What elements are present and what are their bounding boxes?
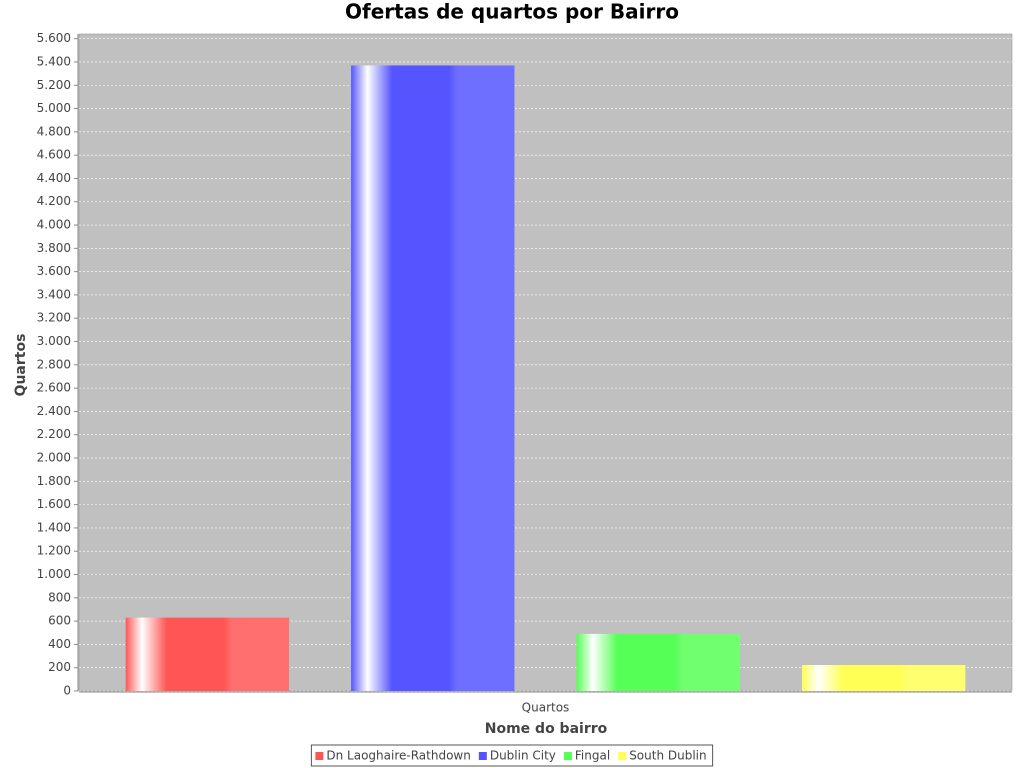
y-tick-label: 5.200	[37, 78, 71, 92]
chart-title: Ofertas de quartos por Bairro	[345, 0, 679, 24]
bar	[125, 617, 290, 691]
legend-label: Dublin City	[490, 749, 556, 763]
y-tick-label: 1.600	[37, 497, 71, 511]
y-tick-label: 3.000	[37, 334, 71, 348]
y-tick-label: 600	[48, 614, 71, 628]
legend: Dn Laoghaire-Rathdown Dublin City Fingal So…	[310, 744, 714, 767]
y-tick-label: 3.200	[37, 311, 71, 325]
legend-label: Fingal	[575, 749, 610, 763]
y-tick-label: 200	[48, 660, 71, 674]
y-tick-label: 4.800	[37, 124, 71, 138]
y-tick-label: 3.400	[37, 287, 71, 301]
y-tick-label: 800	[48, 590, 71, 604]
legend-swatch	[618, 752, 627, 760]
y-tick-label: 4.200	[37, 194, 71, 208]
y-tick-label: 3.800	[37, 241, 71, 255]
y-tick-label: 5.000	[37, 101, 71, 115]
y-axis-label: Quartos	[13, 334, 29, 397]
plot-area	[78, 33, 1013, 692]
y-tick-label: 4.000	[37, 218, 71, 232]
legend-swatch	[563, 752, 572, 760]
legend-label: Dn Laoghaire-Rathdown	[326, 749, 470, 763]
y-tick-label: 2.200	[37, 427, 71, 441]
bar	[801, 665, 966, 691]
legend-label: South Dublin	[629, 749, 706, 763]
y-tick-label: 2.400	[37, 404, 71, 418]
y-tick-label: 3.600	[37, 264, 71, 278]
y-tick-label: 1.800	[37, 474, 71, 488]
y-tick-label: 1.400	[37, 520, 71, 534]
y-tick-label: 1.000	[37, 567, 71, 581]
legend-swatch	[478, 752, 487, 760]
y-tick-label: 2.000	[37, 451, 71, 465]
bar	[351, 65, 515, 691]
y-tick-label: 2.800	[37, 357, 71, 371]
y-tick-label: 5.400	[37, 54, 71, 68]
y-tick-label: 4.400	[37, 171, 71, 185]
y-tick-label: 5.600	[37, 31, 71, 45]
legend-swatch	[315, 752, 324, 760]
x-tick-label: Quartos	[522, 701, 570, 715]
y-tick-label: 4.600	[37, 148, 71, 162]
x-axis-label: Nome do bairro	[485, 721, 608, 737]
y-tick-label: 1.200	[37, 544, 71, 558]
y-tick-label: 400	[48, 637, 71, 651]
bar	[576, 633, 740, 691]
y-tick-label: 0	[63, 684, 71, 698]
legend-box	[310, 744, 714, 767]
y-tick-label: 2.600	[37, 381, 71, 395]
